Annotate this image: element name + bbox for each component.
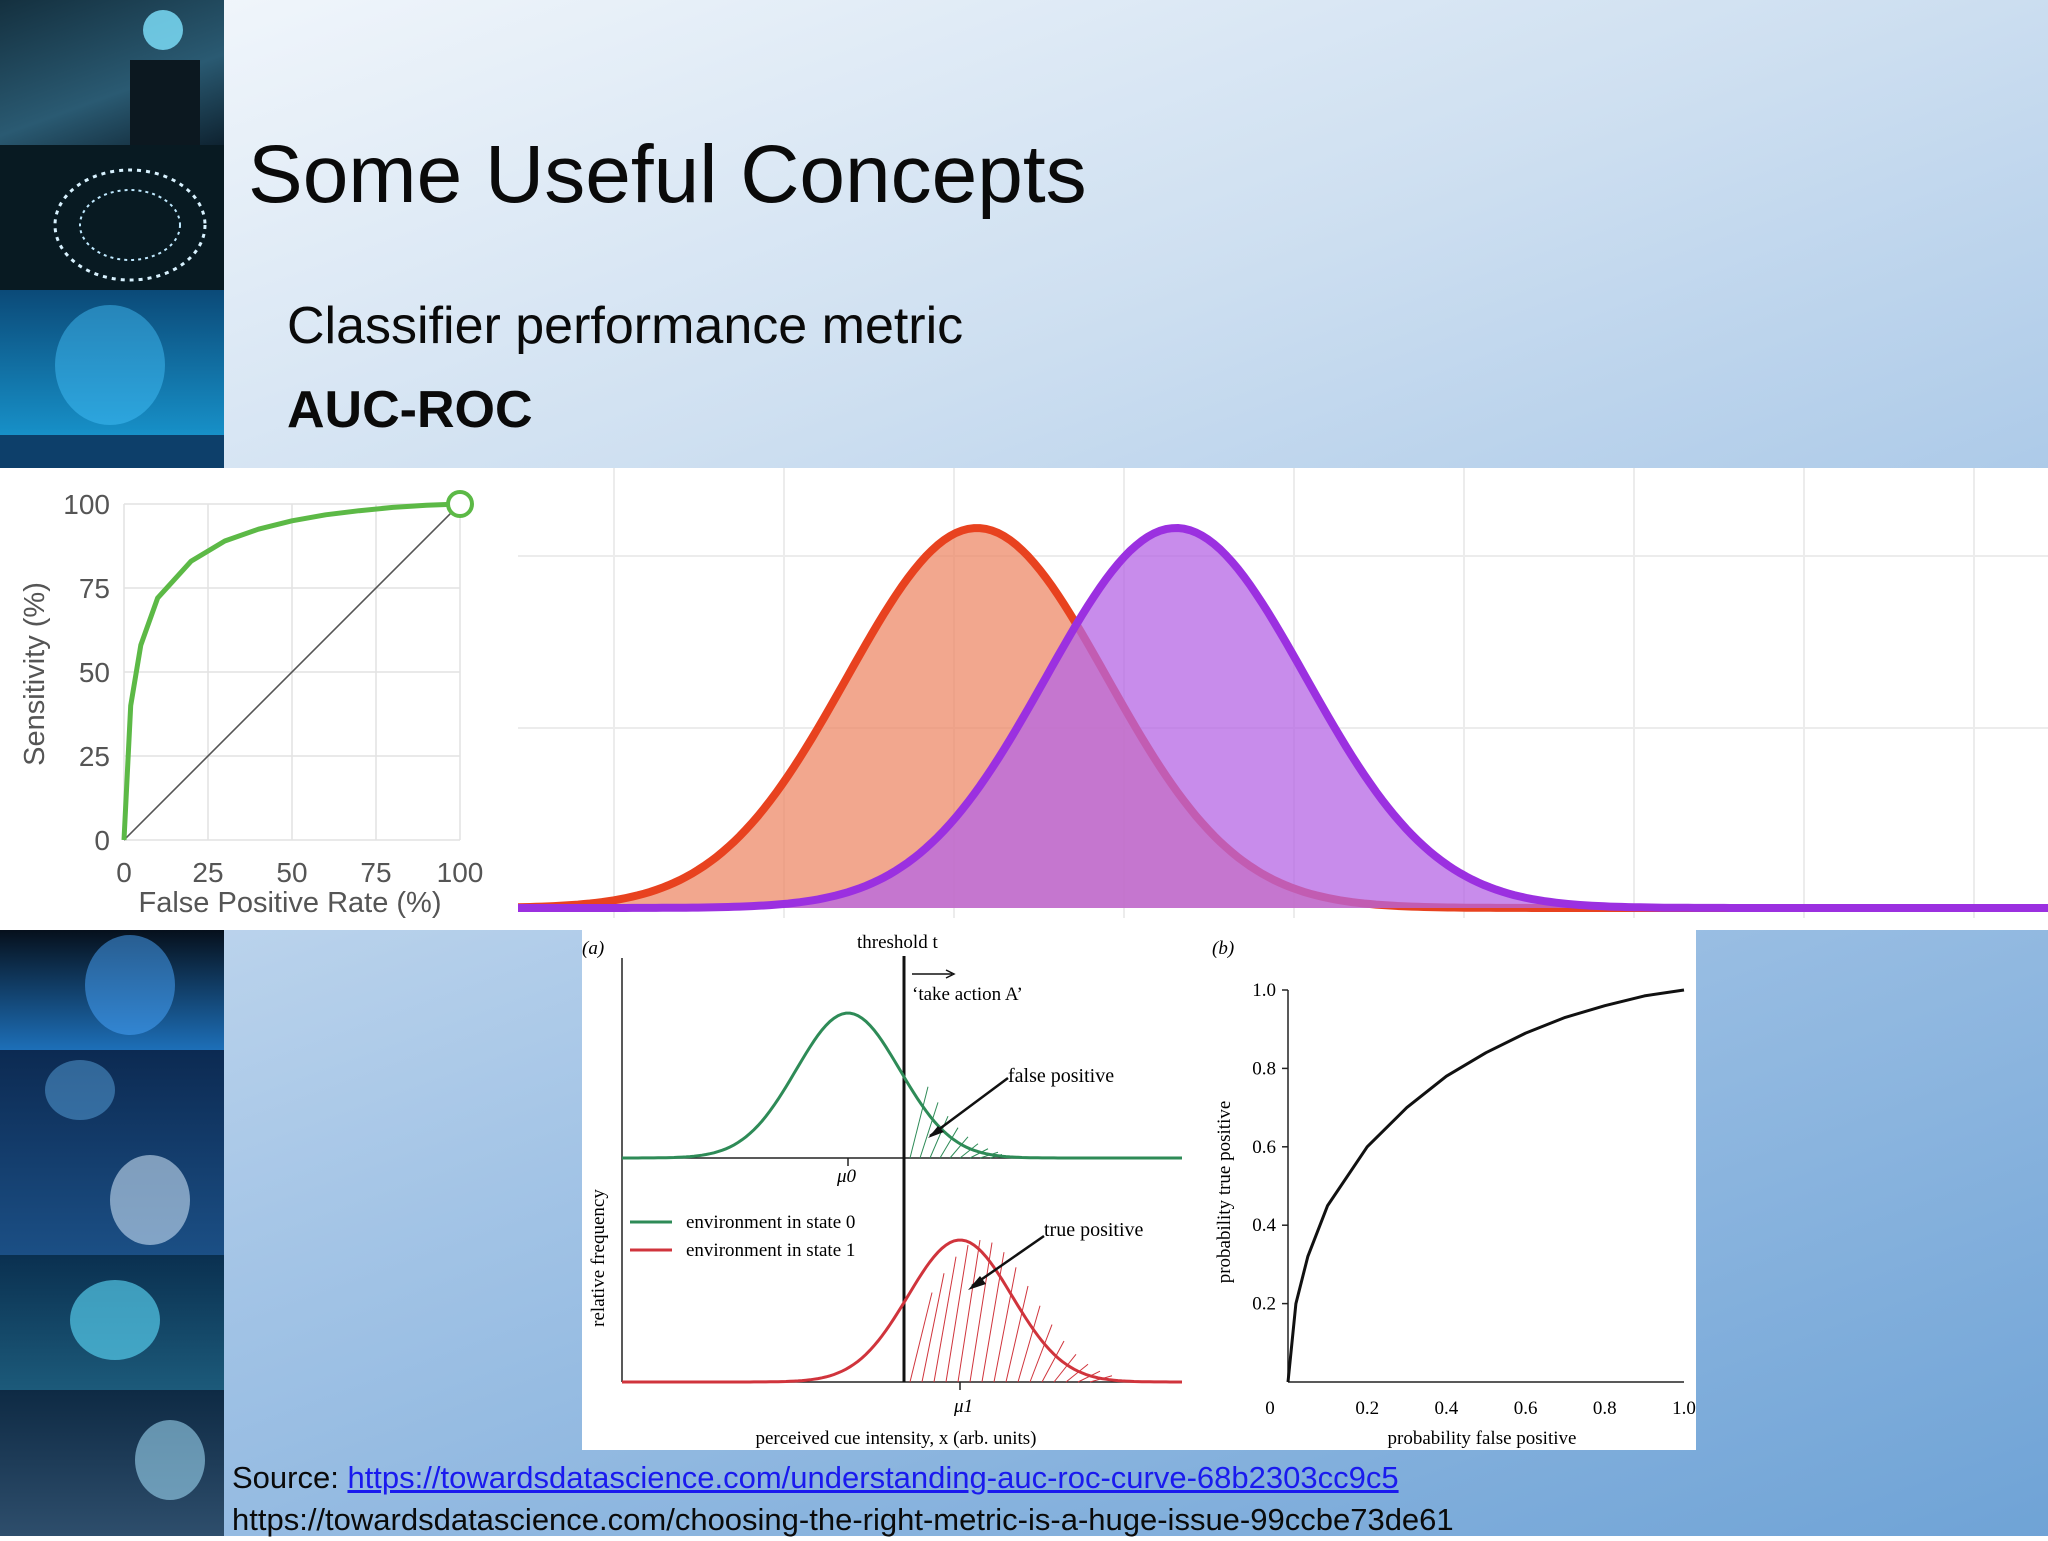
digital-head-icon: [0, 930, 224, 1050]
true-positive-hatch: [1041, 1340, 1065, 1383]
roc-y-tick-label: 0: [94, 825, 110, 856]
roc-x-tick-label: 25: [192, 857, 223, 888]
digital-face-icon: [0, 290, 224, 435]
false-positive-hatch: [949, 1136, 969, 1159]
action-label: ‘take action A’: [912, 984, 1023, 1005]
panel-b-roc-curve: [1286, 988, 1685, 1383]
state0-curve: [622, 1011, 1182, 1160]
true-positive-label: true positive: [1044, 1219, 1144, 1241]
legend-state1-label: environment in state 1: [686, 1240, 855, 1261]
true-positive-hatch: [969, 1242, 993, 1383]
true-positive-hatch: [933, 1256, 957, 1383]
signal-detection-figure: (a) threshold t ‘take action A’ false po…: [582, 930, 1696, 1450]
panel-b-x-tick-label: 0.4: [1435, 1398, 1459, 1419]
true-positive-hatch: [1029, 1324, 1053, 1383]
source-prefix: Source:: [232, 1460, 348, 1495]
roc-x-tick-label: 100: [437, 857, 484, 888]
roc-y-tick-label: 25: [79, 741, 110, 772]
slide-subtitle: Classifier performance metric: [287, 297, 964, 355]
source-link-2[interactable]: https://towardsdatascience.com/choosing-…: [232, 1502, 1454, 1537]
panel-b-x-tick-label: 1.0: [1672, 1398, 1696, 1419]
distribution-chart-panel: [517, 468, 2048, 930]
roc-chart-panel: Sensitivity (%) False Positive Rate (%) …: [0, 468, 518, 930]
panel-b-x-tick-label: 0.2: [1355, 1398, 1379, 1419]
false-positive-hatch: [929, 1115, 949, 1159]
slide-heading: AUC-ROC: [287, 381, 533, 439]
neural-pattern-icon: [0, 435, 224, 468]
true-positive-hatch: [921, 1273, 945, 1383]
binary-head-icon: [0, 1050, 224, 1255]
true-positive-pointer: [971, 1234, 1045, 1288]
true-positive-hatch: [1017, 1305, 1041, 1383]
panel-b-y-tick-label: 1.0: [1252, 980, 1276, 1001]
mu1-label: μ1: [953, 1396, 973, 1417]
true-positive-hatch: [1053, 1353, 1077, 1383]
cue-intensity-label: perceived cue intensity, x (arb. units): [755, 1428, 1036, 1449]
true-positive-axis-label: probability true positive: [1214, 1101, 1235, 1284]
false-positive-axis-label: probability false positive: [1388, 1428, 1577, 1449]
roc-endpoint-marker: [446, 490, 474, 518]
false-positive-hatch: [939, 1127, 959, 1159]
roc-x-tick-label: 0: [116, 857, 132, 888]
roc-y-tick-label: 100: [63, 489, 110, 520]
panel-b-y-tick-label: 0.4: [1252, 1215, 1276, 1236]
panel-b-x-tick-label: 0: [1265, 1398, 1275, 1419]
roc-y-tick-label: 75: [79, 573, 110, 604]
false-positive-pointer-head: [928, 1126, 944, 1138]
false-positive-hatch: [909, 1086, 929, 1159]
true-positive-hatch: [993, 1267, 1017, 1383]
side-image-strip: [0, 0, 224, 1536]
positive-class-area: [518, 528, 2048, 908]
roc-x-tick-label: 50: [276, 857, 307, 888]
panel-b-label: (b): [1212, 938, 1234, 959]
roc-chart: Sensitivity (%) False Positive Rate (%) …: [19, 489, 484, 919]
roc-chance-line: [123, 503, 461, 841]
false-positive-hatch: [919, 1102, 939, 1159]
distribution-chart: [517, 468, 2048, 918]
mu0-label: μ0: [836, 1166, 857, 1187]
source-line: Source: https://towardsdatascience.com/u…: [232, 1460, 1399, 1496]
brain-circuit-icon: [0, 1255, 224, 1390]
positive-class-curve: [518, 523, 2048, 912]
signal-detection-svg: (a) threshold t ‘take action A’ false po…: [582, 932, 1696, 1449]
false-positive-label: false positive: [1008, 1065, 1114, 1087]
true-positive-hatch: [957, 1240, 981, 1383]
true-positive-hatch: [1065, 1363, 1089, 1383]
panel-b-x-tick-label: 0.6: [1514, 1398, 1538, 1419]
roc-y-tick-label: 50: [79, 657, 110, 688]
circuit-brain-icon: [0, 145, 224, 290]
panel-a-label: (a): [582, 938, 604, 959]
relative-frequency-label: relative frequency: [588, 1189, 609, 1327]
true-positive-hatch: [1005, 1285, 1029, 1383]
roc-x-axis-label: False Positive Rate (%): [139, 887, 442, 919]
threshold-label: threshold t: [857, 932, 938, 953]
true-positive-pointer-head: [968, 1276, 986, 1290]
true-positive-hatch: [909, 1292, 933, 1383]
legend-state0-label: environment in state 0: [686, 1212, 855, 1233]
slide-title: Some Useful Concepts: [248, 129, 1087, 220]
negative-class-area: [518, 528, 2048, 908]
source-link-1[interactable]: https://towardsdatascience.com/understan…: [347, 1460, 1399, 1495]
roc-y-axis-label: Sensitivity (%): [19, 582, 51, 766]
panel-b-y-tick-label: 0.6: [1252, 1137, 1276, 1158]
true-positive-hatch: [945, 1244, 969, 1383]
panel-b-x-tick-label: 0.8: [1593, 1398, 1617, 1419]
robot-head-icon: [0, 1390, 224, 1536]
true-positive-hatch: [981, 1252, 1005, 1383]
roc-x-tick-label: 75: [360, 857, 391, 888]
panel-b-y-tick-label: 0.2: [1252, 1294, 1276, 1315]
roc-curve: [121, 501, 461, 841]
head-with-glowing-brain-icon: [0, 0, 224, 145]
state1-curve: [622, 1238, 1182, 1384]
false-positive-pointer: [929, 1076, 1009, 1138]
action-arrow-head: [945, 969, 956, 979]
false-positive-hatch: [959, 1143, 979, 1159]
panel-b-y-tick-label: 0.8: [1252, 1058, 1276, 1079]
